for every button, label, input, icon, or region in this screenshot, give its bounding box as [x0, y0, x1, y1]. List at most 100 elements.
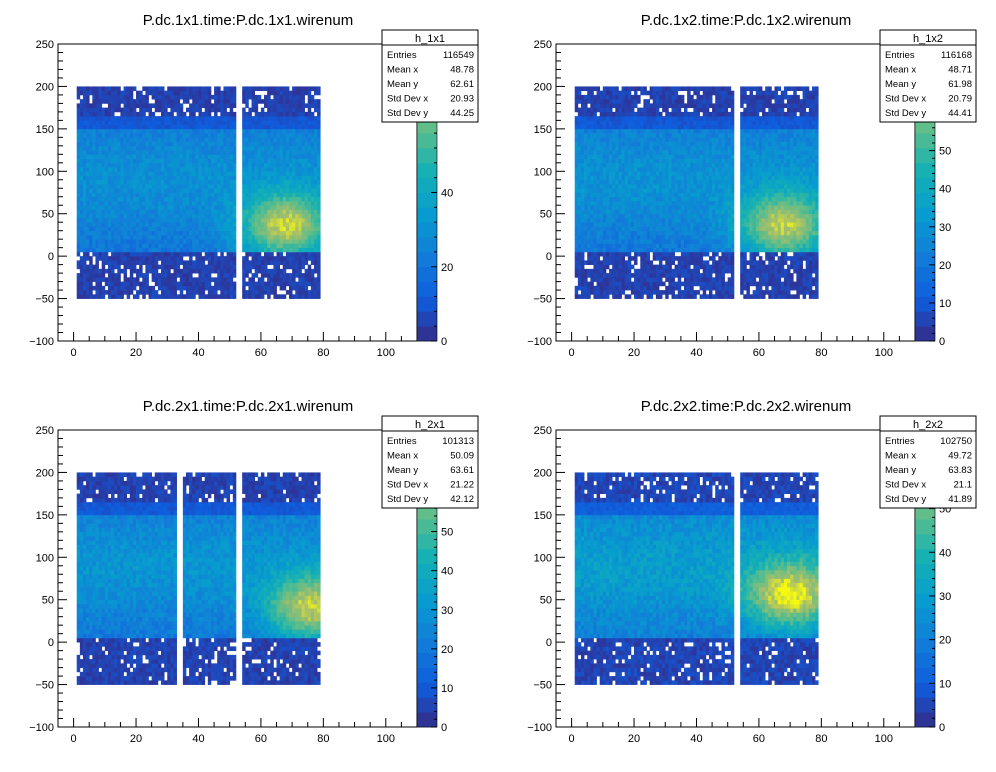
histogram-cell — [198, 277, 202, 282]
histogram-cell — [605, 171, 610, 176]
histogram-cell — [593, 256, 597, 261]
histogram-cell — [148, 256, 152, 261]
histogram-cell — [220, 213, 224, 219]
histogram-cell — [602, 290, 607, 295]
histogram-cell — [98, 184, 103, 189]
histogram-cell — [104, 234, 109, 240]
histogram-cell — [92, 273, 96, 278]
histogram-cell — [101, 90, 106, 96]
histogram-cell — [232, 150, 237, 155]
histogram-cell — [226, 230, 231, 236]
histogram-cell — [242, 116, 246, 121]
histogram-cell — [220, 179, 224, 185]
histogram-cell — [207, 217, 212, 223]
histogram-cell — [652, 222, 657, 227]
histogram-cell — [101, 205, 106, 210]
histogram-cell — [649, 234, 654, 240]
histogram-cell — [157, 137, 162, 142]
histogram-cell — [223, 243, 227, 248]
histogram-cell — [189, 184, 193, 189]
histogram-cell — [621, 188, 626, 193]
histogram-cell — [279, 107, 284, 113]
histogram-cell — [92, 116, 96, 121]
histogram-cell — [264, 150, 268, 155]
histogram-cell — [82, 294, 87, 299]
histogram-cell — [260, 281, 265, 287]
histogram-cell — [587, 251, 591, 257]
histogram-cell — [313, 209, 318, 215]
x-tick-label: 20 — [130, 347, 142, 359]
histogram-cell — [245, 111, 249, 117]
histogram-cell — [640, 184, 644, 189]
histogram-cell — [590, 154, 594, 159]
histogram-cell — [117, 213, 121, 219]
histogram-cell — [242, 243, 246, 248]
histogram-cell — [192, 99, 196, 104]
histogram-cell — [145, 200, 149, 206]
histogram-cell — [596, 154, 601, 159]
histogram-cell — [214, 141, 218, 147]
histogram-cell — [223, 264, 227, 270]
histogram-cell — [98, 209, 103, 215]
histogram-cell — [120, 150, 124, 155]
histogram-cell — [612, 230, 616, 236]
histogram-cell — [593, 94, 597, 100]
histogram-cell — [276, 124, 280, 130]
histogram-cell — [273, 239, 277, 244]
histogram-cell — [270, 162, 274, 168]
histogram-cell — [132, 217, 137, 223]
histogram-cell — [298, 196, 302, 202]
histogram-cell — [612, 116, 616, 121]
histogram-cell — [132, 175, 137, 181]
histogram-cell — [185, 188, 190, 193]
histogram-cell — [624, 188, 629, 193]
histogram-cell — [139, 158, 143, 164]
histogram-cell — [79, 205, 84, 210]
histogram-cell — [207, 111, 212, 117]
histogram-cell — [295, 116, 299, 121]
histogram-cell — [164, 200, 168, 206]
histogram-cell — [89, 260, 93, 265]
histogram-cell — [232, 285, 237, 291]
histogram-cell — [577, 205, 582, 210]
histogram-cell — [270, 268, 274, 274]
histogram-cell — [98, 196, 103, 202]
histogram-cell — [195, 116, 199, 121]
histogram-cell — [173, 116, 177, 121]
histogram-cell — [609, 196, 613, 202]
histogram-cell — [185, 175, 190, 181]
histogram-cell — [170, 217, 174, 223]
histogram-cell — [107, 268, 112, 274]
histogram-cell — [317, 222, 321, 227]
histogram-cell — [245, 268, 249, 274]
histogram-cell — [242, 205, 246, 210]
histogram-cell — [602, 188, 607, 193]
histogram-cell — [145, 285, 149, 291]
histogram-cell — [201, 247, 206, 253]
histogram-cell — [161, 294, 165, 299]
histogram-cell — [145, 268, 149, 274]
histogram-cell — [587, 94, 591, 100]
histogram-cell — [173, 205, 177, 210]
histogram-cell — [289, 171, 293, 176]
histogram-cell — [120, 145, 124, 151]
histogram-cell — [92, 222, 96, 227]
histogram-cell — [164, 167, 168, 172]
histogram-cell — [618, 94, 622, 100]
histogram-cell — [98, 230, 103, 236]
histogram-cell — [646, 260, 650, 265]
histogram-cell — [580, 251, 585, 257]
histogram-cell — [189, 243, 193, 248]
histogram-cell — [107, 107, 112, 113]
histogram-cell — [198, 294, 202, 299]
histogram-cell — [86, 124, 90, 130]
histogram-cell — [189, 137, 193, 142]
histogram-cell — [139, 213, 143, 219]
histogram-cell — [254, 213, 259, 219]
histogram-cell — [151, 273, 156, 278]
histogram-cell — [313, 116, 318, 121]
histogram-cell — [646, 196, 650, 202]
histogram-cell — [640, 294, 644, 299]
histogram-cell — [136, 175, 140, 181]
histogram-cell — [136, 192, 140, 198]
